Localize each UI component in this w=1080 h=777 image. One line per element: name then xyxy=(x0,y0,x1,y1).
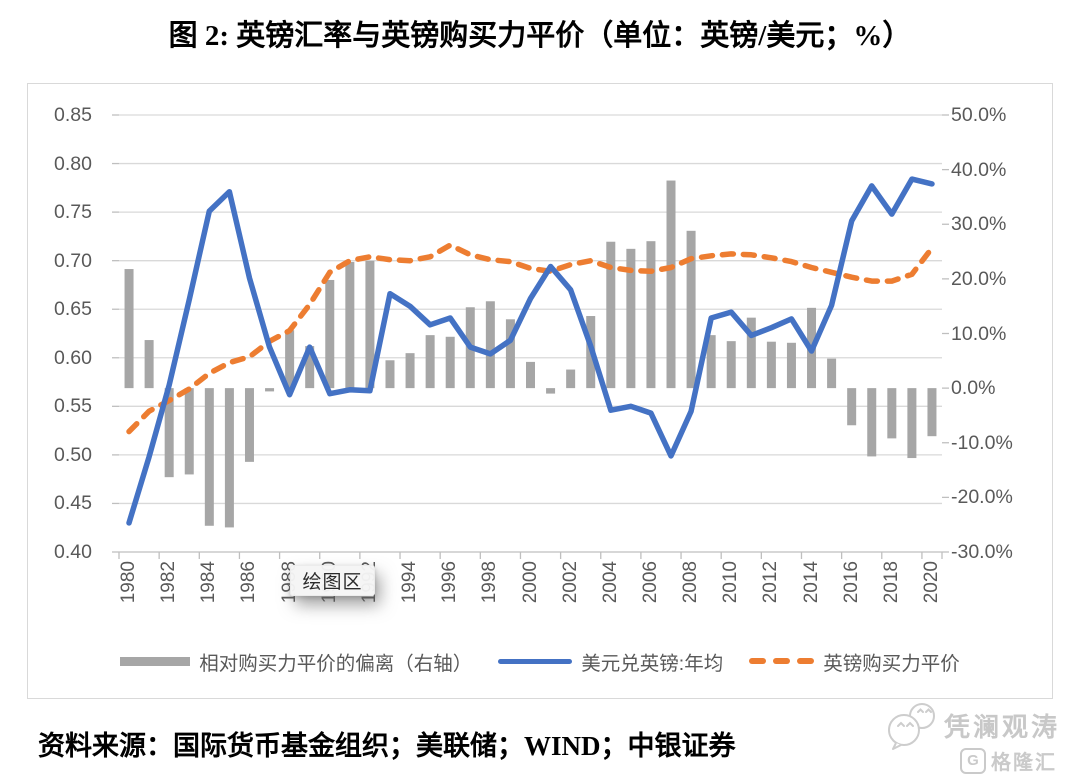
x-axis-tick: 2010 xyxy=(720,561,742,604)
fx-line-swatch xyxy=(498,658,573,664)
watermark: 凭澜观涛 G 格隆汇 xyxy=(882,698,1058,774)
chart-frame: 0.85 0.80 0.75 0.70 0.65 0.60 0.55 0.50 0.45 0.40… xyxy=(27,83,1053,699)
left-axis-tick: 0.65 xyxy=(54,298,92,321)
right-axis-tick: -10.0% xyxy=(951,431,1013,454)
left-axis-tick: 0.75 xyxy=(54,201,92,224)
x-axis-tick: 2016 xyxy=(840,561,862,604)
left-axis-tick: 0.70 xyxy=(54,249,92,272)
left-axis-tick: 0.40 xyxy=(54,541,92,563)
right-axis-tick: 30.0% xyxy=(951,213,1007,236)
x-axis-tick: 1986 xyxy=(238,561,260,604)
right-axis-tick: 20.0% xyxy=(951,267,1007,290)
left-axis-tick: 0.85 xyxy=(54,104,92,126)
watermark-faces-icon xyxy=(888,703,935,750)
legend-item-ppp: 英镑购买力平价 xyxy=(749,647,960,676)
right-axis-tick: 50.0% xyxy=(951,104,1007,126)
gelonghui-logo-icon: G xyxy=(960,747,986,774)
legend-item-fx: 美元兑英镑:年均 xyxy=(498,647,723,676)
right-axis-tick: -20.0% xyxy=(951,486,1013,509)
left-axis-tick: 0.80 xyxy=(54,152,92,175)
x-axis-tick: 2020 xyxy=(920,561,942,604)
right-axis-tick: 40.0% xyxy=(951,158,1007,181)
watermark-platform: 格隆汇 xyxy=(991,752,1057,774)
x-axis-tick: 2008 xyxy=(680,561,702,604)
x-axis-tick: 1998 xyxy=(479,561,501,604)
x-axis-tick: 1984 xyxy=(198,561,220,604)
left-axis-tick: 0.55 xyxy=(54,395,92,418)
left-axis-tick: 0.50 xyxy=(54,443,92,466)
x-axis-tick: 1982 xyxy=(158,561,180,604)
right-axis-tick: 0.0% xyxy=(951,377,996,400)
tooltip-label: 绘图区 xyxy=(302,572,363,593)
x-axis-tick: 2012 xyxy=(760,561,782,604)
watermark-account: 凭澜观涛 xyxy=(944,712,1061,742)
bar-series-swatch xyxy=(120,656,191,666)
legend-label-deviation: 相对购买力平价的偏离（右轴） xyxy=(199,652,473,675)
x-axis-tick: 2004 xyxy=(599,561,621,604)
x-axis-tick: 2006 xyxy=(639,561,661,604)
source-note: 资料来源：国际货币基金组织；美联储；WIND；中银证券 xyxy=(38,731,736,761)
legend-item-deviation: 相对购买力平价的偏离（右轴） xyxy=(120,647,472,676)
x-axis-tick: 1980 xyxy=(118,561,140,604)
left-axis-tick: 0.45 xyxy=(54,492,92,515)
left-axis-tick: 0.60 xyxy=(54,346,92,369)
right-axis-tick: 10.0% xyxy=(951,322,1007,345)
plot-area[interactable] xyxy=(28,84,1052,698)
chart-title: 图 2: 英镑汇率与英镑购买力平价（单位：英镑/美元；%） xyxy=(168,20,912,52)
x-axis-tick: 2002 xyxy=(559,561,581,604)
watermark-brand-row: G 格隆汇 xyxy=(960,746,1057,775)
x-axis-tick: 2014 xyxy=(800,561,822,604)
legend: 相对购买力平价的偏离（右轴） 美元兑英镑:年均 英镑购买力平价 xyxy=(28,647,1052,675)
ppp-line-swatch xyxy=(749,658,815,664)
legend-label-ppp: 英镑购买力平价 xyxy=(823,652,960,675)
legend-label-fx: 美元兑英镑:年均 xyxy=(581,652,724,675)
x-axis-tick: 1996 xyxy=(439,561,461,604)
right-axis-tick: -30.0% xyxy=(951,541,1013,563)
x-axis-tick: 2000 xyxy=(519,561,541,604)
plot-area-tooltip: 绘图区 xyxy=(290,565,375,596)
x-axis-tick: 1994 xyxy=(399,561,421,604)
x-axis-tick: 2018 xyxy=(880,561,902,604)
